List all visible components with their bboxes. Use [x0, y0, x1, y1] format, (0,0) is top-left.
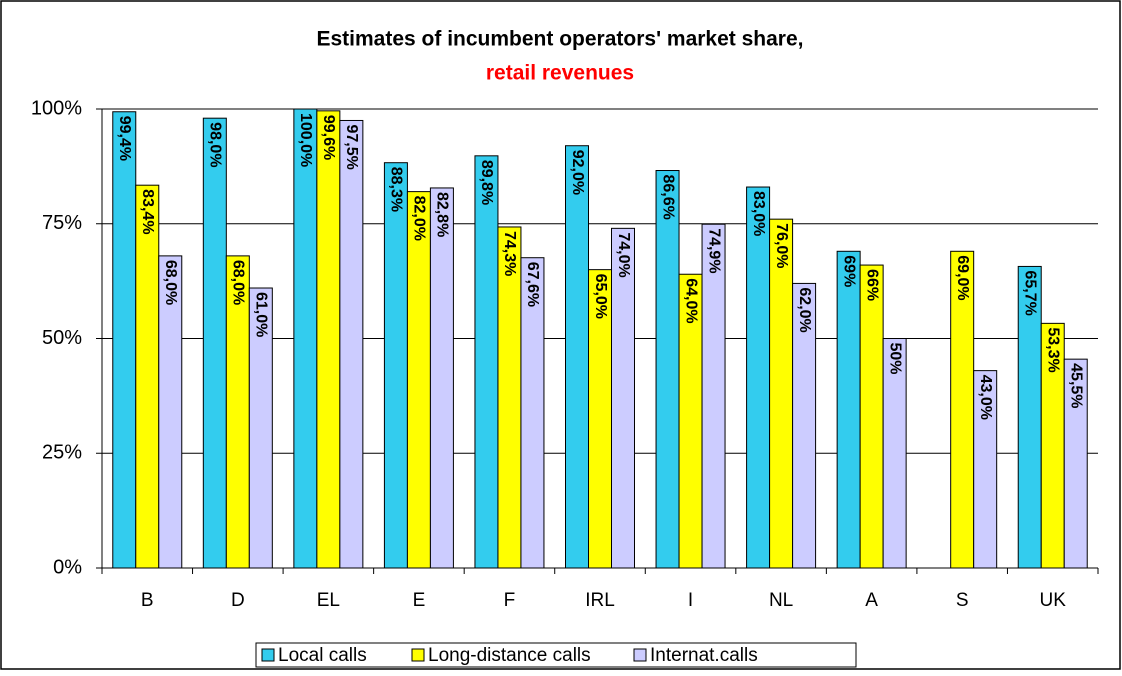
- value-label: 74,0%: [615, 232, 632, 277]
- x-tick-label: B: [141, 590, 154, 611]
- bar: [383, 162, 408, 569]
- value-label: 66%: [863, 269, 880, 301]
- x-tick-label: I: [688, 590, 693, 611]
- bar: [746, 186, 771, 569]
- bar: [316, 110, 341, 569]
- legend-label: Long-distance calls: [428, 645, 591, 666]
- value-label: 53,3%: [1044, 327, 1061, 372]
- bar: [836, 250, 861, 569]
- value-label: 100,0%: [297, 113, 314, 167]
- x-tick-label: E: [413, 590, 426, 611]
- value-label: 98,0%: [207, 122, 224, 167]
- legend-label: Internat.calls: [650, 645, 758, 666]
- x-tick-label: EL: [317, 590, 340, 611]
- value-label: 50%: [886, 343, 903, 375]
- y-tick-label: 100%: [31, 97, 82, 119]
- value-label: 65,0%: [592, 274, 609, 319]
- value-label: 65,7%: [1021, 270, 1038, 315]
- chart-title: Estimates of incumbent operators' market…: [317, 28, 804, 51]
- value-label: 61,0%: [253, 292, 270, 337]
- x-tick-label: UK: [1040, 590, 1067, 611]
- value-label: 69%: [840, 255, 857, 287]
- value-label: 74,9%: [705, 228, 722, 273]
- value-label: 43,0%: [977, 375, 994, 420]
- legend-box: [255, 642, 857, 668]
- x-tick-label: D: [231, 590, 245, 611]
- y-tick-label: 0%: [53, 556, 82, 578]
- bar: [474, 155, 499, 569]
- value-label: 97,5%: [343, 124, 360, 169]
- value-label: 68,0%: [230, 260, 247, 305]
- bar: [158, 255, 183, 569]
- bar: [769, 218, 794, 569]
- value-label: 86,6%: [659, 175, 676, 220]
- value-label: 68,0%: [162, 260, 179, 305]
- y-tick-label: 25%: [42, 442, 82, 464]
- value-label: 76,0%: [773, 223, 790, 268]
- value-label: 45,5%: [1067, 363, 1084, 408]
- bar: [655, 170, 680, 569]
- bar: [248, 287, 273, 569]
- bar: [1063, 358, 1088, 569]
- value-label: 62,0%: [796, 287, 813, 332]
- bar: [859, 264, 884, 569]
- legend-swatch: [411, 648, 425, 662]
- x-tick-label: F: [504, 590, 516, 611]
- bar: [497, 226, 522, 569]
- bar: [882, 338, 907, 569]
- value-label: 82,0%: [411, 196, 428, 241]
- legend-swatch: [633, 648, 647, 662]
- bar: [339, 119, 364, 569]
- value-label: 92,0%: [569, 150, 586, 195]
- bar: [701, 223, 726, 569]
- bar: [565, 145, 589, 569]
- value-label: 69,0%: [954, 255, 971, 300]
- legend-label: Local calls: [278, 645, 367, 666]
- bar: [429, 187, 454, 569]
- value-label: 83,4%: [139, 189, 156, 234]
- bar: [792, 282, 817, 569]
- value-label: 67,6%: [524, 262, 541, 307]
- x-tick-label: S: [956, 590, 969, 611]
- bar: [135, 184, 160, 569]
- bar: [973, 370, 998, 569]
- x-tick-label: A: [865, 590, 878, 611]
- bar: [520, 257, 545, 569]
- x-tick-label: IRL: [585, 590, 615, 611]
- value-label: 99,6%: [320, 115, 337, 160]
- y-tick-label: 75%: [42, 212, 82, 234]
- y-tick-label: 50%: [42, 327, 82, 349]
- bar: [293, 108, 318, 569]
- value-label: 64,0%: [682, 278, 699, 323]
- value-label: 82,8%: [434, 192, 451, 237]
- value-label: 74,3%: [501, 231, 518, 276]
- value-label: 88,3%: [388, 167, 405, 212]
- value-label: 89,8%: [478, 160, 495, 205]
- chart-subtitle: retail revenues: [486, 62, 634, 85]
- value-label: 99,4%: [116, 116, 133, 161]
- value-label: 83,0%: [750, 191, 767, 236]
- legend-swatch: [261, 648, 275, 662]
- bar: [112, 111, 137, 569]
- bar: [202, 117, 227, 569]
- x-tick-label: NL: [769, 590, 793, 611]
- bar: [611, 227, 635, 569]
- bar: [406, 191, 431, 569]
